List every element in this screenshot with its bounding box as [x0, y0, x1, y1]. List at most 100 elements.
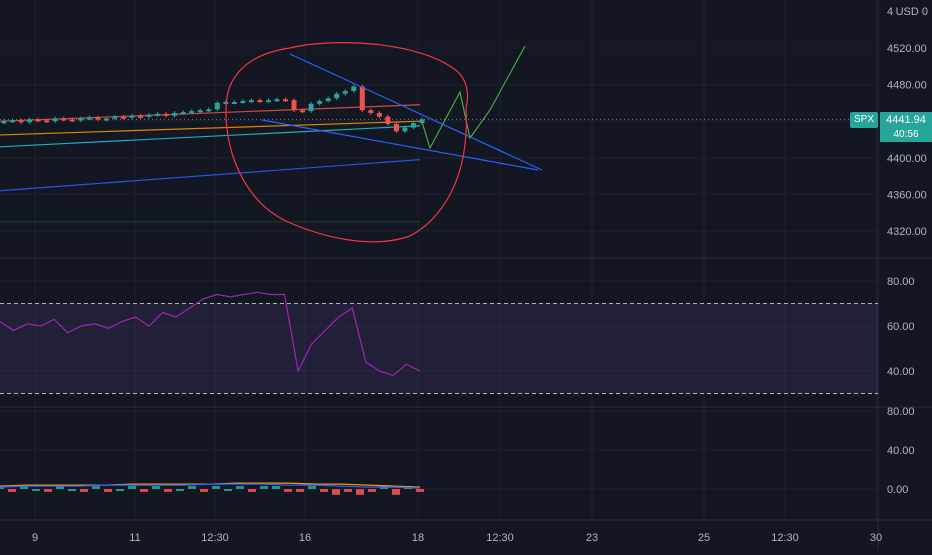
candle-body [308, 103, 314, 112]
candle-body [359, 86, 365, 111]
currency-label[interactable]: USD 0 [896, 6, 928, 18]
candle-body [129, 115, 135, 118]
candle-body [69, 119, 75, 122]
wedge-lower-trendline [261, 119, 539, 171]
candle-body [325, 98, 331, 102]
histogram-bar [296, 489, 304, 492]
currency-suffix: 0 [921, 6, 928, 18]
rsi-line [0, 291, 421, 377]
histogram-bar [212, 486, 220, 489]
price-tick-label: 4320.00 [887, 226, 927, 238]
candle-body [86, 117, 92, 120]
projection-path [421, 45, 526, 150]
candle-body [112, 116, 118, 119]
top-clipped-price: 4 [887, 6, 894, 18]
candle-body [317, 101, 323, 104]
candle-body [300, 110, 306, 113]
candle-body [265, 100, 271, 103]
macd-tick-label: 80.00 [887, 406, 915, 418]
bar-countdown: 40:56 [880, 128, 932, 142]
histogram-bar [236, 486, 244, 489]
price-tick-label: 4480.00 [887, 80, 927, 92]
last-price-label: 4441.94 [880, 112, 932, 128]
time-tick-label: 30 [870, 532, 882, 544]
time-tick-label: 11 [129, 532, 140, 544]
candle-body [393, 123, 399, 132]
candle-body [376, 112, 382, 117]
rsi-tick-label: 60.00 [887, 321, 915, 333]
candle-body [172, 112, 178, 116]
histogram-bar [44, 489, 52, 492]
histogram-bar [68, 489, 76, 491]
candle-body [419, 119, 425, 124]
histogram-bar [320, 489, 328, 492]
time-tick-label: 16 [299, 532, 311, 544]
moving-average-line [0, 120, 421, 136]
histogram-bar [332, 489, 340, 495]
time-tick-label: 25 [698, 532, 710, 544]
histogram-bar [308, 486, 316, 489]
histogram-bar [104, 489, 112, 492]
candle-body [52, 118, 58, 122]
candle-body [368, 110, 374, 113]
histogram-bar [164, 489, 172, 492]
histogram-bar [176, 489, 184, 491]
candle-body [61, 118, 67, 121]
candle-body [351, 86, 357, 92]
time-tick-label: 12:30 [201, 532, 229, 544]
candle-body [78, 118, 84, 121]
price-tick-label: 4520.00 [887, 43, 927, 55]
candle-body [18, 120, 24, 123]
candle-body [35, 119, 41, 122]
symbol-badge: SPX [850, 112, 878, 128]
candle-body [103, 118, 109, 121]
time-tick-label: 9 [32, 532, 38, 544]
currency-code: USD [895, 6, 919, 18]
histogram-bar [200, 489, 208, 492]
candle-body [291, 100, 297, 111]
moving-average-line [0, 104, 421, 122]
histogram-bar [356, 489, 364, 495]
candle-body [385, 116, 391, 124]
time-tick-label: 12:30 [771, 532, 799, 544]
candle-body [283, 99, 289, 102]
candle-body [257, 100, 263, 103]
histogram-bar [248, 489, 256, 492]
candle-body [120, 116, 126, 119]
time-tick-label: 12:30 [486, 532, 514, 544]
price-tick-label: 4360.00 [887, 189, 927, 201]
candle-body [342, 91, 348, 94]
histogram-bar [392, 489, 400, 495]
histogram-bar [128, 486, 136, 489]
histogram-bar [32, 489, 40, 491]
price-tick-label: 4400.00 [887, 153, 927, 165]
histogram-bar [140, 489, 148, 492]
candle-body [95, 117, 101, 120]
annotation-circle [225, 42, 469, 243]
histogram-bar [260, 486, 268, 489]
time-tick-label: 23 [586, 532, 598, 544]
wedge-upper-trendline [289, 53, 543, 171]
candle-body [334, 93, 340, 99]
histogram-bar [416, 489, 424, 492]
candle-body [402, 127, 408, 132]
candle-body [214, 102, 220, 110]
histogram-bar [8, 489, 16, 492]
histogram-bar [20, 486, 28, 489]
candle-body [27, 119, 33, 123]
time-tick-label: 18 [412, 532, 424, 544]
histogram-bar [272, 486, 280, 489]
candle-body [240, 101, 246, 104]
candle-body [137, 115, 143, 118]
candle-body [146, 114, 152, 117]
candle-body [410, 123, 416, 128]
moving-average-line [0, 159, 421, 192]
candle-body [248, 100, 254, 103]
candle-body [180, 112, 186, 115]
candle-body [189, 111, 195, 114]
candle-body [44, 120, 50, 123]
macd-tick-label: 40.00 [887, 445, 915, 457]
candle-body [206, 109, 212, 112]
